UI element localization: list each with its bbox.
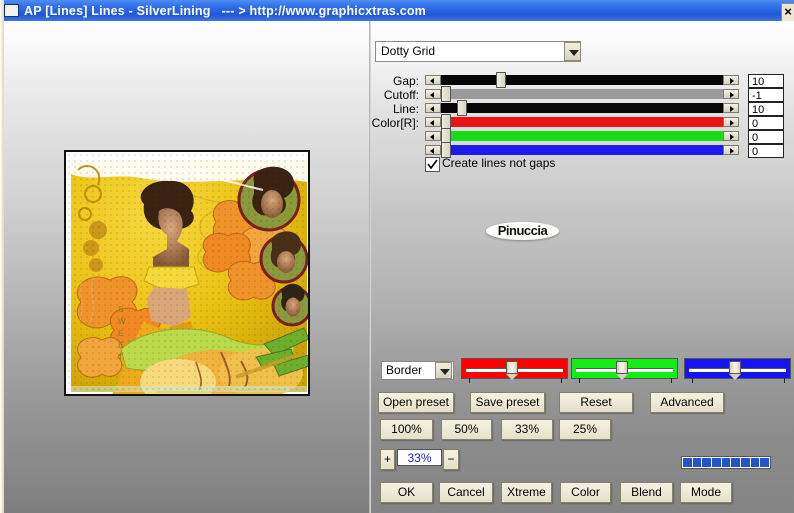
svg-text:W: W (118, 317, 126, 326)
svg-text:E: E (118, 329, 124, 338)
svg-text:E: E (118, 341, 124, 350)
svg-text:T: T (118, 353, 123, 362)
svg-text:S: S (118, 305, 124, 314)
